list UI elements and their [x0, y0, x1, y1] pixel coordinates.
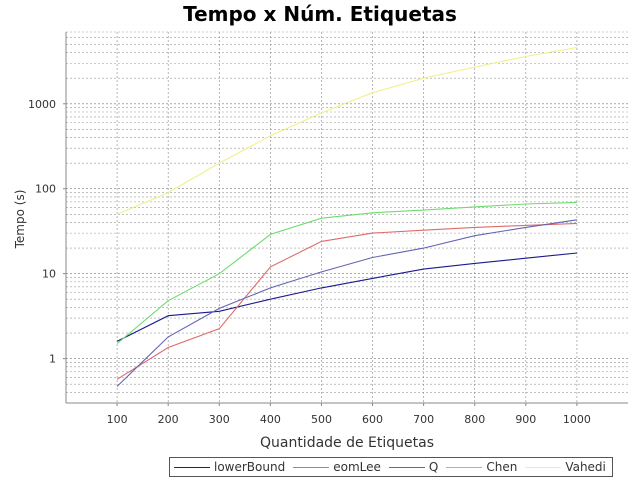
grid-lines — [66, 31, 628, 404]
x-tick-label: 700 — [413, 413, 434, 426]
axes — [63, 32, 628, 406]
series-lines — [116, 46, 577, 387]
y-tick-label: 100 — [35, 183, 56, 196]
x-tick-label: 1000 — [563, 413, 591, 426]
x-tick-label: 100 — [107, 413, 128, 426]
series-line-vahedi — [116, 46, 577, 215]
chart-title: Tempo x Núm. Etiquetas — [183, 2, 457, 26]
legend-label: Vahedi — [565, 460, 606, 474]
y-tick-label: 1000 — [28, 98, 56, 111]
legend-item-vahedi: Vahedi — [525, 460, 606, 474]
x-tick-label: 500 — [311, 413, 332, 426]
plot-background — [66, 32, 628, 403]
tick-labels: 100 200 300 400 500 600 700 800 900 1000 1 10 100 100… — [28, 98, 591, 426]
legend-swatch — [446, 466, 483, 468]
legend-label: eomLee — [333, 460, 381, 474]
legend-item-lowerbound: lowerBound — [174, 460, 285, 474]
y-tick-label: 10 — [42, 268, 56, 281]
x-tick-label: 600 — [362, 413, 383, 426]
legend-swatch — [525, 466, 562, 468]
legend-swatch — [388, 466, 425, 468]
x-axis-label: Quantidade de Etiquetas — [260, 435, 434, 451]
legend-label: Chen — [486, 460, 518, 474]
series-line-eomlee — [116, 222, 577, 380]
legend-item-chen: Chen — [446, 460, 517, 474]
series-line-q — [116, 219, 577, 387]
x-tick-label: 800 — [464, 413, 485, 426]
legend-swatch — [174, 466, 210, 468]
series-line-chen — [116, 201, 577, 345]
x-tick-label: 300 — [209, 413, 230, 426]
x-tick-label: 400 — [260, 413, 281, 426]
legend: lowerBound eomLee Q Chen Vahedi — [169, 457, 613, 477]
y-axis-label: Tempo (s) — [13, 190, 27, 250]
legend-label: Q — [428, 460, 439, 474]
legend-item-eomlee: eomLee — [293, 460, 381, 474]
series-line-lowerbound — [116, 252, 577, 342]
x-tick-label: 900 — [515, 413, 536, 426]
x-tick-label: 200 — [158, 413, 179, 426]
y-tick-label: 1 — [49, 353, 56, 366]
legend-label: lowerBound — [214, 460, 286, 474]
legend-item-q: Q — [388, 460, 439, 474]
legend-swatch — [293, 466, 330, 468]
